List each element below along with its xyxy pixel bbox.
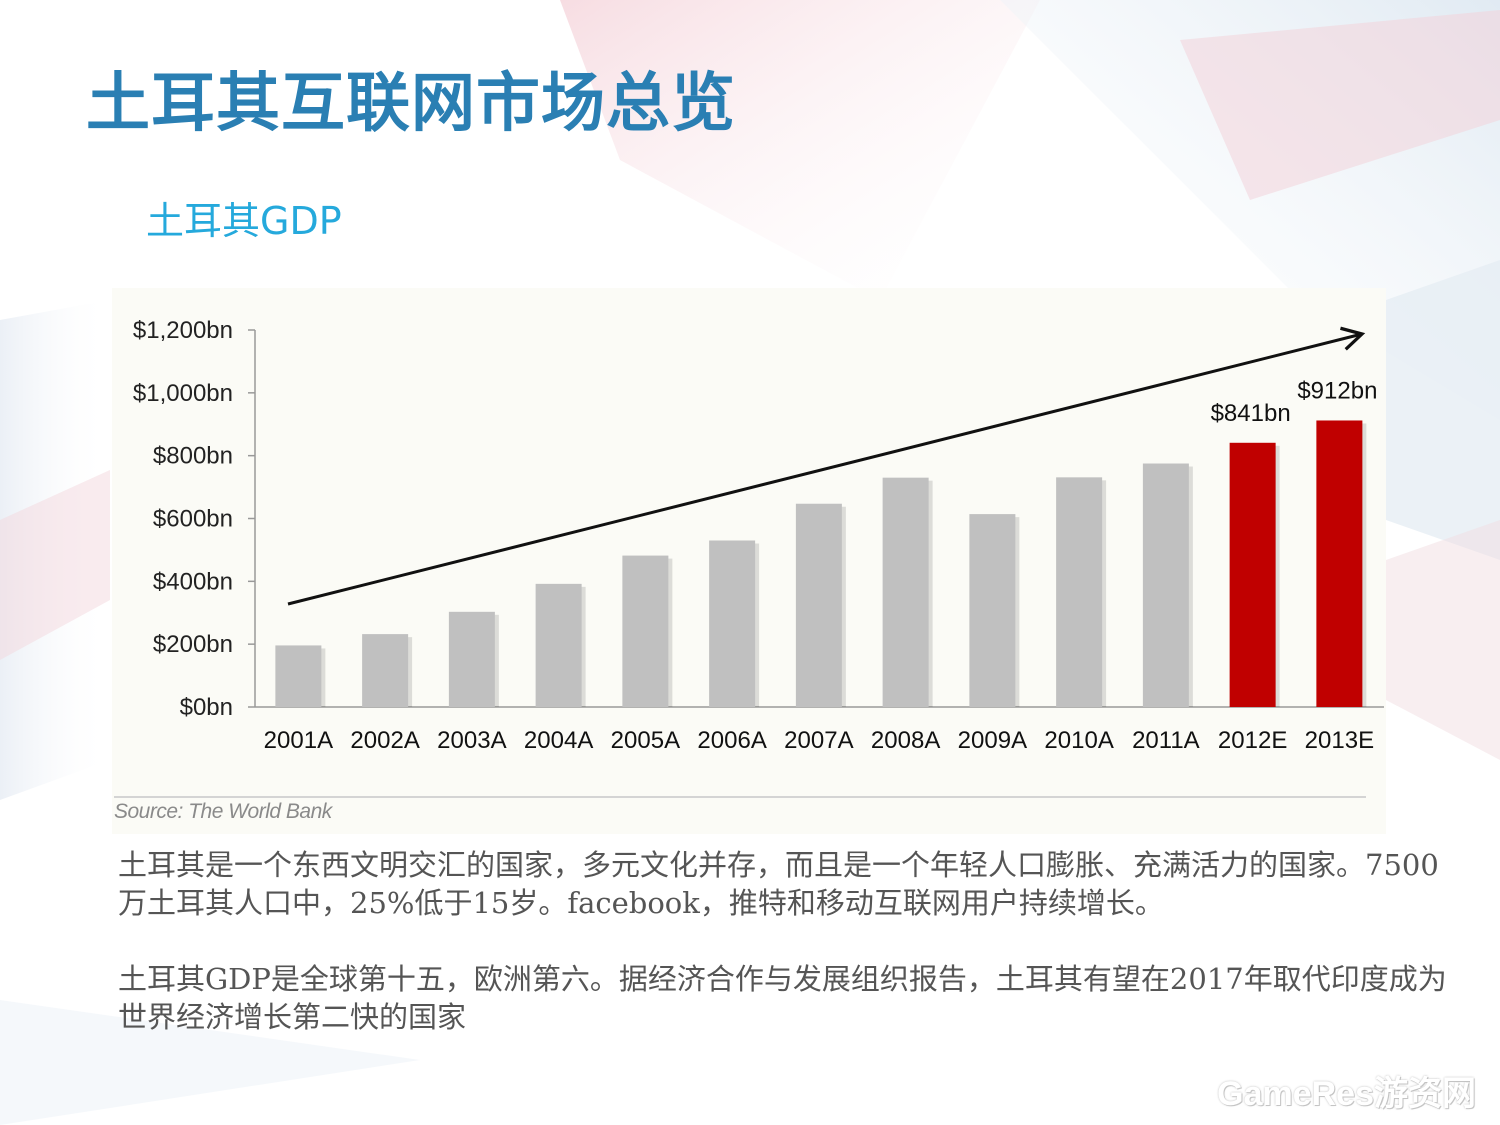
x-tick-label: 2006A [697, 727, 766, 754]
description-paragraph-2: 土耳其GDP是全球第十五，欧洲第六。据经济合作与发展组织报告，土耳其有望在201… [118, 962, 1447, 1034]
bar-actual [535, 583, 582, 707]
bar-actual [969, 514, 1016, 707]
data-label: $912bn [1297, 377, 1377, 404]
data-labels: $841bn$912bn [1211, 377, 1378, 426]
x-axis: 2001A 2002A 2003A 2004A 2005A 2006A 2007A 2008A… [264, 727, 1374, 754]
x-tick-label: 2009A [958, 727, 1027, 754]
bar-actual [1056, 477, 1103, 707]
y-tick-label: $1,200bn [133, 317, 233, 344]
x-tick-label: 2007A [784, 727, 853, 754]
x-tick-label: 2002A [350, 727, 419, 754]
x-tick-label: 2003A [437, 727, 506, 754]
y-tick-label: $1,000bn [133, 380, 233, 407]
bar-actual [882, 477, 929, 707]
page-title: 土耳其互联网市场总览 [86, 67, 736, 141]
watermark-logo: GameRes游资网 [1217, 1075, 1476, 1113]
bar-actual [795, 503, 842, 707]
y-tick-label: $400bn [153, 568, 233, 595]
x-tick-label: 2005A [611, 727, 680, 754]
data-label: $841bn [1211, 400, 1291, 427]
bar-actual [1142, 463, 1189, 707]
y-axis: $0bn $200bn $400bn $600bn $800bn $1,000bn $1,2… [133, 317, 255, 721]
bar-estimate [1316, 420, 1363, 707]
description-paragraph-1: 土耳其是一个东西文明交汇的国家，多元文化并存，而且是一个年轻人口膨胀、充满活力的… [118, 848, 1439, 920]
source-note: Source: The World Bank [114, 800, 332, 823]
x-tick-label: 2001A [264, 727, 333, 754]
chart-subtitle: 土耳其GDP [146, 199, 342, 243]
x-tick-label: 2004A [524, 727, 593, 754]
y-tick-label: $200bn [153, 631, 233, 658]
y-tick-label: $600bn [153, 506, 233, 533]
x-tick-label: 2008A [871, 727, 940, 754]
bar-actual [622, 555, 669, 707]
bar-actual [709, 540, 756, 707]
y-tick-label: $0bn [180, 694, 233, 721]
x-tick-label: 2011A [1132, 727, 1200, 754]
bar-actual [362, 634, 409, 707]
bar-actual [448, 611, 495, 707]
bar-estimate [1229, 442, 1276, 707]
x-tick-label: 2012E [1218, 727, 1287, 754]
trend-arrow [287, 326, 1366, 606]
bar-actual [275, 645, 322, 707]
bars [275, 420, 1367, 707]
x-tick-label: 2013E [1305, 727, 1374, 754]
x-tick-label: 2010A [1044, 727, 1113, 754]
y-tick-label: $800bn [153, 443, 233, 470]
